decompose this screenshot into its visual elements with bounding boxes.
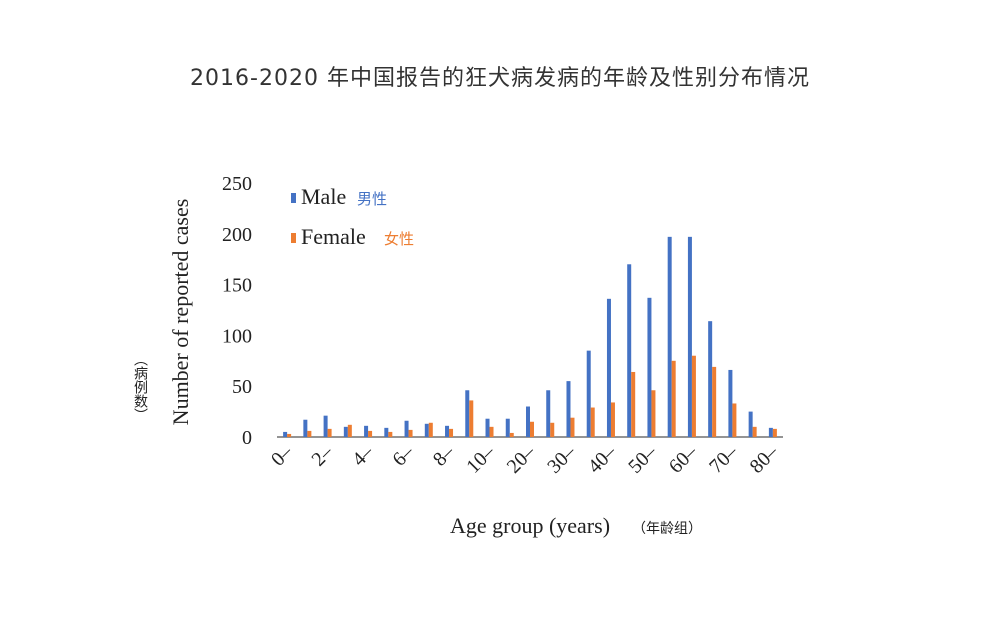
bar-male: [303, 419, 308, 437]
bar-male: [748, 411, 753, 437]
bar-male: [606, 298, 611, 437]
bar-male: [728, 369, 733, 437]
bar-male: [424, 423, 429, 437]
y-tick-label: 150: [222, 275, 252, 297]
y-tick-label: 200: [222, 224, 252, 246]
bar-female: [347, 424, 352, 437]
y-tick-label: 0: [242, 427, 252, 449]
bar-male: [323, 415, 328, 437]
bar-female: [307, 430, 312, 437]
legend-label-female: Female: [301, 224, 366, 249]
bar-male: [485, 418, 490, 437]
x-axis-label-cn: （年龄组）: [632, 521, 702, 537]
y-tick-label: 100: [222, 325, 252, 347]
bar-male: [465, 390, 470, 437]
bar-female: [530, 421, 534, 437]
x-tick-label: 80–: [746, 440, 783, 477]
y-axis-label: Number of reported cases: [168, 199, 193, 426]
bar-female: [712, 366, 717, 437]
x-tick-label: 40–: [584, 440, 621, 477]
bar-female: [408, 429, 413, 437]
bar-female: [509, 432, 514, 437]
x-tick-label: 10–: [462, 440, 499, 477]
x-tick-label: 0–: [267, 440, 297, 470]
bar-male: [505, 418, 510, 437]
bar-female: [732, 403, 737, 437]
bar-male: [445, 425, 450, 437]
bar-male: [708, 321, 713, 437]
bar-male: [768, 427, 773, 437]
bar-male: [586, 350, 591, 437]
y-tick-label: 50: [232, 376, 252, 398]
bar-female: [327, 428, 332, 437]
legend-label-female-cn: 女性: [384, 230, 414, 248]
bar-female: [610, 402, 615, 437]
bar-male: [566, 381, 571, 437]
bar-female: [550, 422, 555, 437]
bar-female: [772, 428, 777, 437]
bar-female: [388, 431, 393, 437]
bar-female: [590, 407, 595, 437]
bar-female: [489, 426, 494, 437]
x-tick-label: 60–: [665, 440, 702, 477]
bars: [283, 236, 777, 437]
bar-female: [469, 400, 474, 437]
legend: Male 男性 Female 女性: [291, 184, 414, 249]
x-tick-label: 8–: [429, 440, 459, 470]
x-tick-label: 50–: [624, 440, 661, 477]
legend-label-male-cn: 男性: [357, 190, 387, 208]
bar-male: [343, 426, 348, 437]
bar-female: [691, 355, 696, 437]
bar-male: [546, 390, 551, 437]
bar-male: [667, 236, 672, 437]
bar-male: [384, 427, 389, 437]
x-tick-label: 70–: [705, 440, 742, 477]
bar-male: [283, 431, 288, 437]
bar-female: [671, 360, 676, 437]
bar-female: [368, 430, 373, 437]
x-tick-label: 6–: [388, 440, 418, 470]
bar-female: [651, 390, 656, 437]
bar-male: [404, 420, 409, 437]
y-axis-label-cn: （病例数）: [132, 352, 148, 422]
bar-female: [287, 433, 292, 437]
legend-swatch-male: [291, 193, 296, 203]
bar-female: [631, 371, 636, 437]
bar-male: [627, 264, 632, 437]
legend-label-male: Male: [301, 184, 346, 209]
legend-swatch-female: [291, 233, 296, 243]
bar-female: [449, 428, 454, 437]
x-tick-label: 4–: [348, 440, 378, 470]
x-tick-label: 20–: [503, 440, 540, 477]
y-tick-label: 250: [222, 173, 252, 195]
bar-female: [570, 417, 575, 437]
bar-male: [687, 236, 692, 437]
x-tick-label: 2–: [307, 440, 337, 470]
bar-female: [428, 422, 433, 437]
bar-female: [752, 426, 757, 437]
bar-male: [647, 297, 652, 437]
x-axis-label: Age group (years): [450, 513, 610, 538]
x-tick-label: 30–: [543, 440, 580, 477]
chart-title: 2016-2020 年中国报告的狂犬病发病的年龄及性别分布情况: [190, 66, 810, 91]
bar-male: [364, 425, 369, 437]
bar-male: [526, 406, 530, 437]
